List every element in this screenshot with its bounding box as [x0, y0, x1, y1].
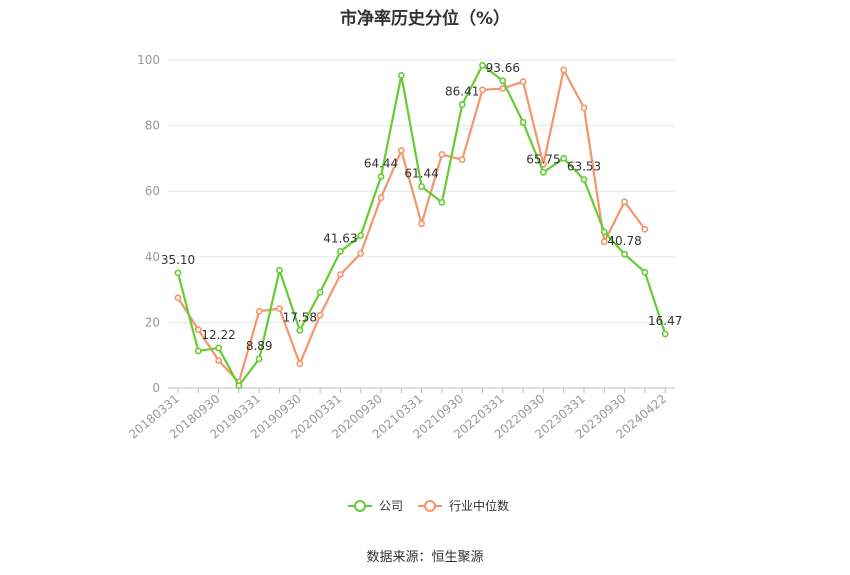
- data-label: 63.53: [567, 160, 601, 174]
- data-point: [357, 232, 365, 239]
- data-label: 8.89: [246, 339, 273, 353]
- data-point: [377, 173, 385, 181]
- data-label: 65.75: [526, 152, 560, 166]
- data-point: [479, 61, 486, 69]
- data-point: [641, 225, 649, 233]
- data-point: [540, 168, 547, 176]
- data-point: [458, 156, 466, 164]
- data-point: [600, 228, 608, 236]
- data-point: [499, 77, 507, 85]
- data-point: [174, 269, 182, 277]
- series-line-industry-median: [177, 68, 646, 384]
- data-label: 93.66: [486, 61, 520, 75]
- y-tick-label: 60: [145, 184, 160, 198]
- y-tick-label: 40: [145, 250, 160, 264]
- data-point: [215, 357, 222, 364]
- data-point: [276, 266, 283, 274]
- x-axis: 2018033120180930201903312019093020200331…: [126, 387, 675, 442]
- data-point: [661, 330, 669, 338]
- legend-marker: [354, 500, 366, 512]
- data-point: [397, 147, 405, 154]
- data-label: 41.63: [323, 231, 357, 245]
- y-tick-label: 20: [145, 315, 160, 329]
- data-point: [621, 250, 628, 258]
- legend: 公司 行业中位数: [348, 498, 509, 513]
- data-point: [276, 305, 283, 313]
- data-point: [255, 307, 263, 315]
- data-point: [377, 194, 385, 202]
- data-point: [174, 294, 182, 302]
- data-point: [255, 355, 263, 363]
- data-point: [296, 326, 304, 334]
- data-point: [194, 347, 202, 355]
- y-tick-label: 80: [145, 119, 160, 133]
- data-label: 40.78: [607, 234, 641, 248]
- data-label: 35.10: [161, 253, 195, 267]
- data-point: [418, 183, 425, 190]
- source-note: 数据来源：恒生聚源: [366, 550, 484, 565]
- data-point: [479, 86, 486, 94]
- data-label: 61.44: [404, 166, 438, 180]
- data-point: [560, 154, 568, 162]
- data-point: [560, 66, 568, 74]
- data-point: [519, 78, 527, 86]
- data-label: 64.44: [364, 157, 398, 171]
- series-lines: [174, 61, 669, 390]
- data-point: [235, 382, 243, 390]
- data-point: [418, 220, 425, 228]
- y-tick-label: 0: [152, 381, 160, 395]
- data-point: [519, 118, 527, 126]
- data-point: [215, 344, 222, 352]
- data-point: [336, 271, 344, 278]
- y-tick-label: 100: [137, 53, 160, 67]
- data-point: [357, 250, 365, 257]
- grid-lines: [168, 59, 675, 323]
- chart-title: 市净率历史分位（%）: [339, 9, 511, 29]
- data-label: 16.47: [648, 314, 682, 328]
- data-label: 86.41: [445, 85, 479, 99]
- data-point: [296, 360, 304, 368]
- data-label: 17.58: [283, 310, 317, 324]
- data-labels: 35.10 12.22 8.89 17.58 41.63 64.44 61.44 86.41 9…: [161, 61, 683, 353]
- data-point: [621, 198, 628, 206]
- data-point: [438, 151, 446, 158]
- data-point: [580, 104, 588, 112]
- data-point: [316, 311, 324, 319]
- data-point: [641, 268, 649, 276]
- legend-label: 行业中位数: [449, 498, 509, 513]
- data-point: [397, 72, 405, 79]
- data-label: 12.22: [201, 328, 235, 342]
- data-point: [458, 101, 466, 108]
- data-point: [580, 176, 588, 184]
- data-point: [600, 238, 608, 246]
- legend-marker: [424, 500, 436, 512]
- data-point: [438, 198, 446, 206]
- legend-label: 公司: [379, 499, 403, 513]
- data-point: [316, 288, 324, 296]
- data-point: [336, 248, 344, 255]
- y-axis: 0 20 40 60 80 100: [137, 53, 160, 395]
- data-point: [194, 326, 202, 334]
